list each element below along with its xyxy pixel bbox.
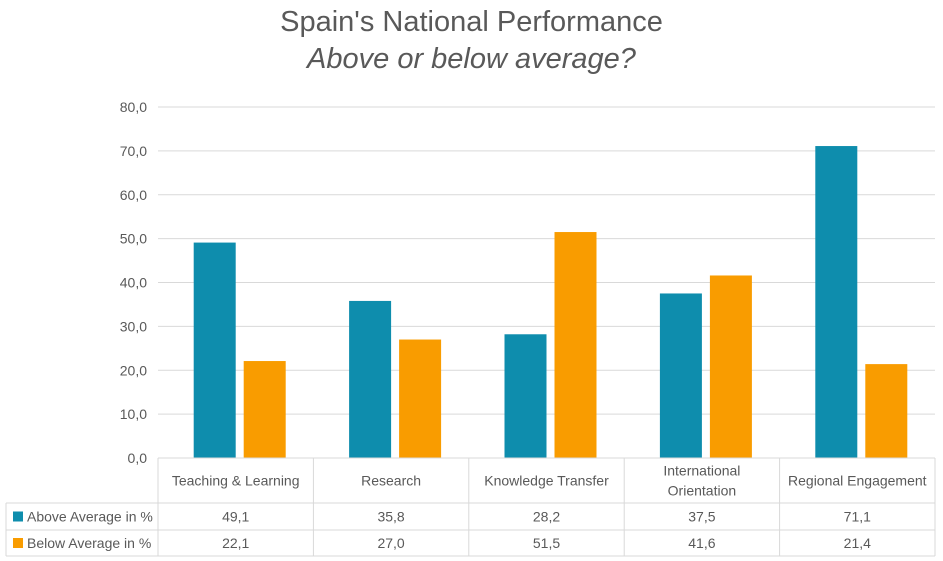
chart-title: Spain's National Performance: [280, 6, 663, 38]
y-tick-label: 20,0: [120, 362, 147, 378]
legend-label: Above Average in %: [27, 509, 153, 525]
x-tick-label: Regional Engagement: [788, 473, 927, 489]
y-tick-label: 70,0: [120, 143, 147, 159]
data-label: 22,1: [222, 535, 249, 551]
chart-subtitle: Above or below average?: [307, 43, 636, 75]
bar: [504, 334, 547, 458]
legend-label: Below Average in %: [27, 535, 151, 551]
bar: [349, 300, 392, 458]
data-label: 71,1: [844, 509, 871, 525]
x-tick-label: Knowledge Transfer: [484, 473, 609, 489]
x-tick-label: Teaching & Learning: [172, 473, 300, 489]
bar: [243, 361, 286, 458]
y-tick-label: 10,0: [120, 406, 147, 422]
data-label: 37,5: [688, 509, 715, 525]
data-label: 27,0: [377, 535, 404, 551]
legend-key: [13, 538, 23, 548]
bar: [399, 339, 442, 458]
y-tick-label: 0,0: [128, 450, 148, 466]
y-tick-label: 50,0: [120, 231, 147, 247]
x-tick-label: Orientation: [668, 483, 736, 499]
y-tick-label: 30,0: [120, 318, 147, 334]
data-label: 51,5: [533, 535, 560, 551]
bars: [193, 146, 908, 458]
data-label: 35,8: [377, 509, 404, 525]
bar: [659, 293, 702, 458]
y-axis: 0,0 10,0 20,0 30,0 40,0 50,0 60,0 70,0 80,0: [120, 99, 147, 466]
y-tick-label: 80,0: [120, 99, 147, 115]
y-tick-label: 60,0: [120, 187, 147, 203]
data-label: 49,1: [222, 509, 249, 525]
legend-key: [13, 511, 23, 522]
data-label: 21,4: [844, 535, 871, 551]
data-table: Teaching & Learning Research Knowledge Tra…: [5, 457, 936, 557]
bar: [709, 275, 752, 458]
x-tick-label: Research: [361, 473, 421, 489]
bar: [815, 146, 858, 458]
bar: [554, 232, 597, 458]
bar: [193, 242, 236, 458]
x-tick-label: International: [663, 463, 740, 479]
bar: [865, 364, 908, 458]
y-tick-label: 40,0: [120, 275, 147, 291]
data-label: 28,2: [533, 509, 560, 525]
data-label: 41,6: [688, 535, 715, 551]
